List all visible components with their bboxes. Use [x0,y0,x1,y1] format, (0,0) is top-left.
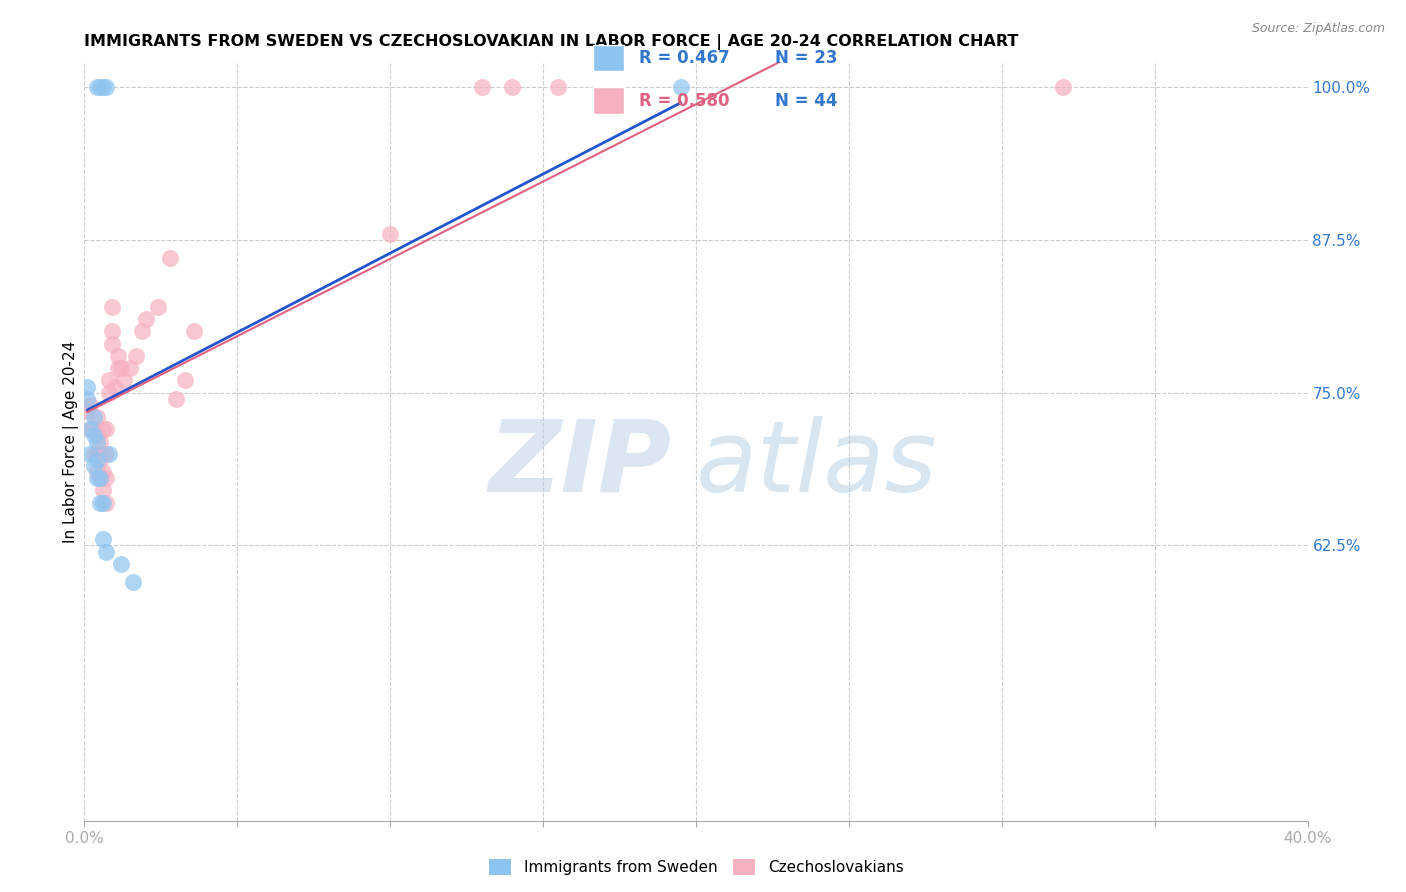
Point [86,447,108,461]
Point [94,447,117,461]
Point [502,79,524,94]
Text: IMMIGRANTS FROM SWEDEN VS CZECHOSLOVAKIAN IN LABOR FORCE | AGE 20-24 CORRELATION: IMMIGRANTS FROM SWEDEN VS CZECHOSLOVAKIA… [84,34,1019,50]
Point [91,483,114,498]
Legend: Immigrants from Sweden, Czechoslovakians: Immigrants from Sweden, Czechoslovakians [482,853,910,881]
Point [83,410,105,425]
Point [135,312,157,326]
Point [174,373,197,387]
Point [107,361,129,376]
Point [86,471,108,485]
Point [120,361,142,376]
Point [94,544,117,558]
Point [122,575,145,590]
Point [76,392,98,406]
Text: N = 44: N = 44 [775,92,838,110]
Point [94,422,117,436]
Point [91,79,114,94]
Point [86,428,108,442]
Point [89,453,111,467]
Point [1052,79,1074,94]
Point [159,251,181,265]
Point [97,373,120,387]
Text: atlas: atlas [696,416,938,513]
Y-axis label: In Labor Force | Age 20-24: In Labor Force | Age 20-24 [63,341,79,542]
Point [94,79,117,94]
Point [86,79,108,94]
Point [76,379,98,393]
Point [112,373,135,387]
Point [131,325,153,339]
Point [91,447,114,461]
Point [86,453,108,467]
Point [471,79,494,94]
Point [83,458,105,473]
Point [89,496,111,510]
Point [669,79,692,94]
Point [86,465,108,479]
Point [183,325,205,339]
Point [79,398,101,412]
Text: N = 23: N = 23 [775,49,838,67]
Point [76,404,98,418]
Point [91,422,114,436]
Point [91,496,114,510]
Point [104,379,127,393]
Point [89,471,111,485]
Point [97,447,120,461]
Point [101,300,124,314]
FancyBboxPatch shape [593,87,624,114]
Point [380,227,402,241]
Point [101,325,124,339]
Point [110,557,132,571]
Point [79,447,101,461]
Point [79,422,101,436]
Point [83,447,105,461]
Point [89,471,111,485]
Point [94,496,117,510]
Point [91,533,114,547]
Text: R = 0.580: R = 0.580 [640,92,730,110]
Point [94,471,117,485]
Text: ZIP: ZIP [488,416,672,513]
Point [125,349,148,363]
Point [83,428,105,442]
Point [86,434,108,449]
Point [79,422,101,436]
Point [146,300,169,314]
Text: R = 0.467: R = 0.467 [640,49,730,67]
Point [89,434,111,449]
Point [89,79,111,94]
FancyBboxPatch shape [593,45,624,71]
Point [91,465,114,479]
Point [97,385,120,400]
Point [86,410,108,425]
Text: Source: ZipAtlas.com: Source: ZipAtlas.com [1251,22,1385,36]
Point [165,392,187,406]
Point [547,79,569,94]
Point [83,422,105,436]
Point [110,361,132,376]
Point [107,349,129,363]
Point [101,336,124,351]
